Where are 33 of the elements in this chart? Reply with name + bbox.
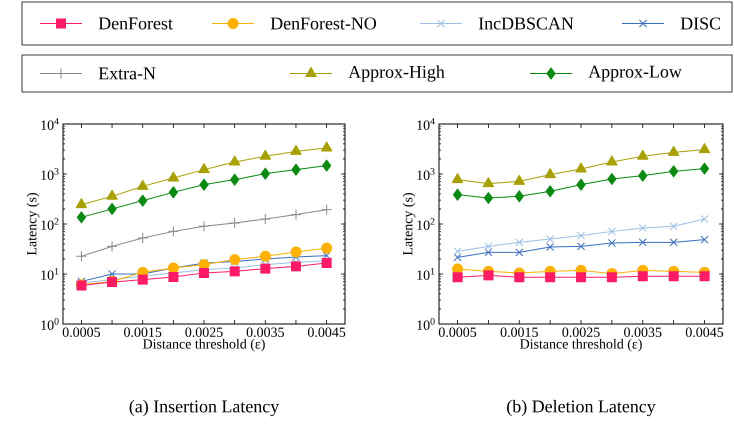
legend-label: Approx-High xyxy=(348,65,445,82)
y-tick-label: 10$^{2}$ xyxy=(41,218,58,230)
x-tick-label: 0.0015 xyxy=(124,328,162,337)
legend-label: DenForest xyxy=(98,18,173,30)
y-tick-label: 10$^{4}$ xyxy=(417,118,435,130)
y-tick-label: 10$^{1}$ xyxy=(417,268,434,280)
legend-label: Approx-Low xyxy=(588,66,682,82)
x-tick-label: 0.0045 xyxy=(308,328,346,337)
legend-label: DISC xyxy=(680,17,720,30)
y-tick-label: 10$^{3}$ xyxy=(41,168,59,180)
y-axis-title: Latency (s) xyxy=(402,193,416,256)
x-tick-label: 0.0005 xyxy=(438,328,476,337)
y-tick-label: 10$^{0}$ xyxy=(417,318,435,330)
x-axis-title: Distance threshold (ε) xyxy=(520,338,642,352)
x-tick-label: 0.0025 xyxy=(185,328,223,337)
y-tick-label: 10$^{2}$ xyxy=(417,218,434,230)
x-tick-label: 0.0005 xyxy=(62,328,100,337)
x-axis-title: Distance threshold (ε) xyxy=(143,338,265,352)
y-axis-title: Latency (s) xyxy=(26,193,40,256)
x-tick-label: 0.0035 xyxy=(246,328,284,337)
text: (a) Insertion Latency xyxy=(130,400,280,416)
legend-label: IncDBSCAN xyxy=(478,17,574,30)
text: (b) Deletion Latency xyxy=(507,400,656,416)
x-tick-label: 0.0045 xyxy=(686,328,724,337)
x-tick-label: 0.0035 xyxy=(624,328,662,337)
x-tick-label: 0.0015 xyxy=(500,328,538,337)
legend-label: Extra-N xyxy=(98,68,156,80)
y-tick-label: 10$^{4}$ xyxy=(41,118,59,130)
x-tick-label: 0.0025 xyxy=(562,328,600,337)
y-tick-label: 10$^{0}$ xyxy=(41,318,59,330)
y-tick-label: 10$^{3}$ xyxy=(417,168,435,180)
y-tick-label: 10$^{1}$ xyxy=(41,268,58,280)
legend-label: DenForest-NO xyxy=(270,17,376,30)
